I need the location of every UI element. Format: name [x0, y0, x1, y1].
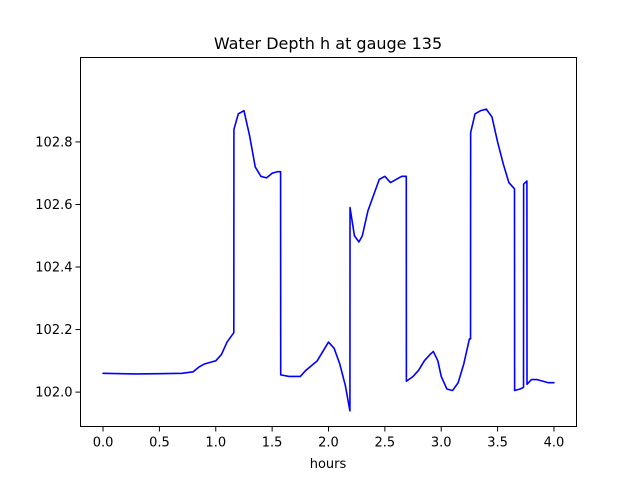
x-tick-label: 4.0 [544, 436, 565, 451]
chart-title: Water Depth h at gauge 135 [214, 34, 442, 53]
y-tick-label: 102.2 [35, 323, 72, 338]
y-tick-label: 102.8 [35, 135, 72, 150]
x-tick-label: 1.0 [205, 436, 226, 451]
y-axis: 102.0 102.2 102.4 102.6 102.8 [35, 135, 81, 401]
x-tick-label: 2.0 [318, 436, 339, 451]
x-tick-label: 3.0 [431, 436, 452, 451]
x-axis-title: hours [310, 457, 347, 472]
x-tick-label: 1.5 [262, 436, 283, 451]
x-tick-label: 0.0 [93, 436, 114, 451]
y-tick-label: 102.4 [35, 261, 72, 276]
series-layer [102, 108, 555, 412]
plot-frame [80, 57, 577, 427]
y-tick-label: 102.0 [35, 386, 72, 401]
y-tick-label: 102.6 [35, 198, 72, 213]
x-tick-label: 0.5 [149, 436, 170, 451]
x-axis: 0.0 0.5 1.0 1.5 2.0 2.5 3.0 3.5 4.0 [93, 426, 565, 451]
x-tick-label: 2.5 [375, 436, 396, 451]
x-tick-label: 3.5 [487, 436, 508, 451]
series-line-water-depth [102, 108, 555, 412]
